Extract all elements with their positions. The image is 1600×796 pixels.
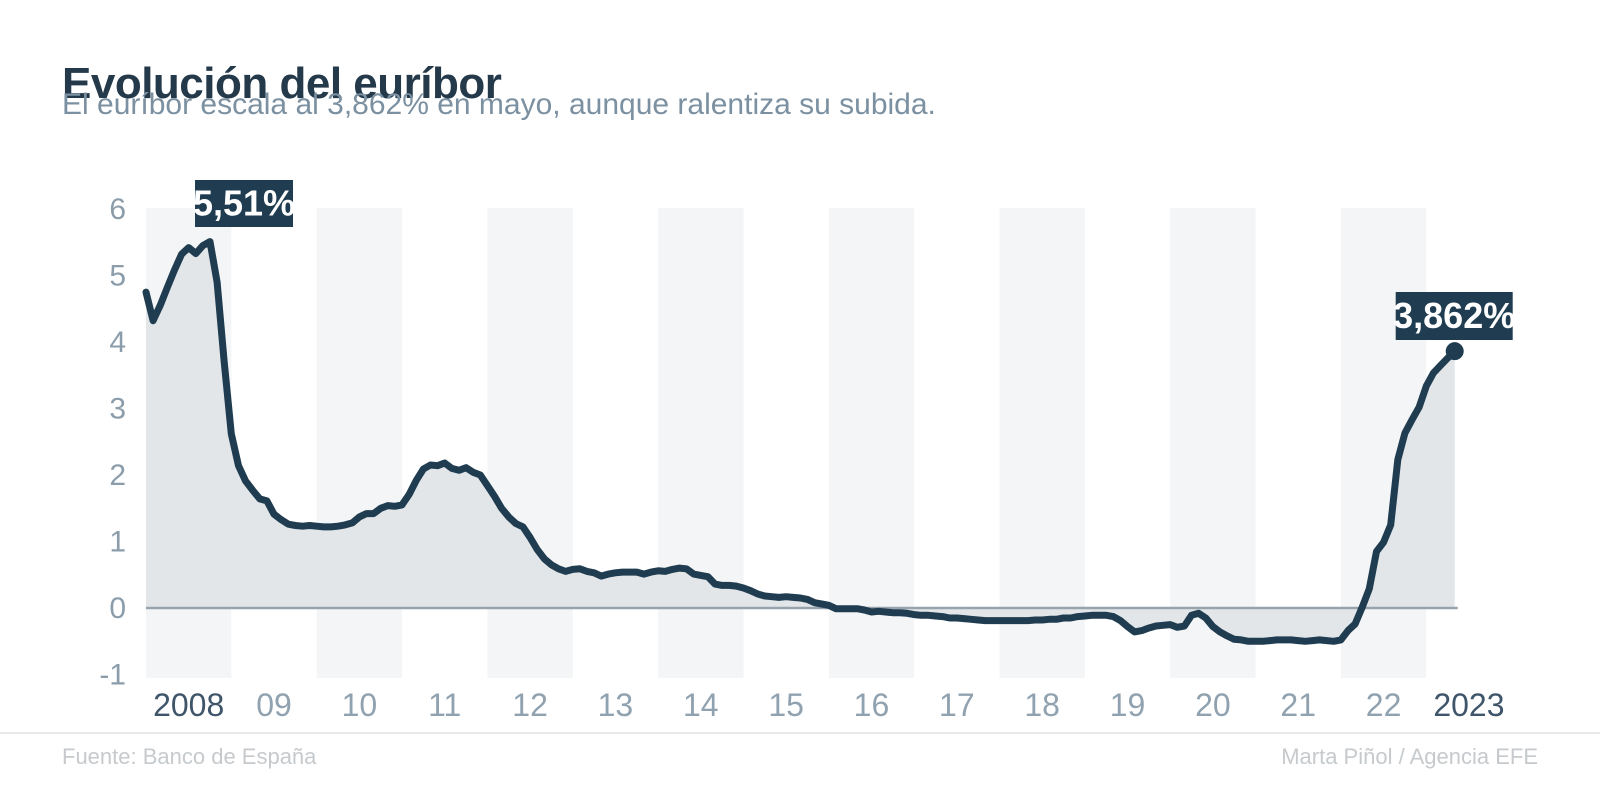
x-tick-label: 19 — [1110, 687, 1146, 723]
x-tick-label: 10 — [342, 687, 378, 723]
x-tick-label: 15 — [768, 687, 804, 723]
x-tick-label: 2023 — [1433, 687, 1504, 723]
y-tick-label: 0 — [109, 592, 126, 625]
x-tick-label: 13 — [598, 687, 634, 723]
y-tick-label: 4 — [109, 326, 126, 359]
x-tick-label: 09 — [256, 687, 292, 723]
y-tick-label: 2 — [109, 459, 126, 492]
x-tick-label: 16 — [854, 687, 890, 723]
y-tick-label: 5 — [109, 260, 126, 293]
author-credit: Marta Piñol / Agencia EFE — [1281, 744, 1538, 769]
area-fill — [146, 241, 1455, 642]
x-tick-label: 17 — [939, 687, 975, 723]
y-tick-label: -1 — [99, 659, 126, 692]
x-tick-label: 22 — [1366, 687, 1402, 723]
page-subtitle: El euríbor escala al 3,862% en mayo, aun… — [62, 88, 936, 121]
x-tick-label: 14 — [683, 687, 719, 723]
x-tick-label: 18 — [1024, 687, 1060, 723]
x-tick-label: 12 — [512, 687, 548, 723]
x-tick-label: 2008 — [153, 687, 224, 723]
y-tick-label: 1 — [109, 526, 126, 559]
source-credit: Fuente: Banco de España — [62, 744, 317, 769]
y-tick-label: 3 — [109, 393, 126, 426]
annotation-label: 5,51% — [193, 183, 295, 224]
annotation-box — [1395, 292, 1513, 340]
year-band — [999, 208, 1085, 678]
x-tick-label: 21 — [1280, 687, 1316, 723]
end-point-dot — [1445, 342, 1464, 361]
annotation-label: 3,862% — [1393, 295, 1515, 336]
x-tick-label: 20 — [1195, 687, 1231, 723]
page-title: Evolución del euríbor — [62, 59, 502, 109]
y-tick-label: 6 — [109, 193, 126, 226]
x-tick-label: 11 — [428, 687, 461, 723]
footer-divider — [0, 732, 1600, 734]
euribor-line — [142, 238, 1459, 645]
annotation-box — [195, 180, 294, 227]
year-band — [828, 208, 915, 678]
year-band — [1170, 208, 1256, 678]
